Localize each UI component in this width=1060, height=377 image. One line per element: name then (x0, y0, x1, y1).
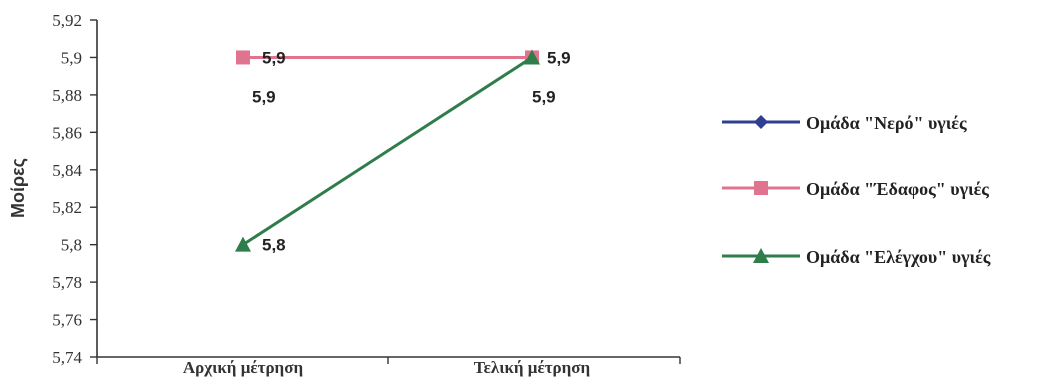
data-label: 5,9 (252, 87, 276, 106)
data-point (524, 49, 540, 65)
series-line (242, 56, 533, 246)
series-2 (235, 49, 540, 252)
y-tick-label: 5,92 (52, 11, 82, 30)
y-tick-label: 5,78 (52, 273, 82, 292)
y-tick-label: 5,82 (52, 198, 82, 217)
legend-label: Ομάδα "Νερό" υγιές (806, 113, 967, 133)
data-label: 5,9 (547, 48, 571, 67)
legend-item: Ομάδα "Ελέγχου" υγιές (722, 247, 991, 267)
y-tick-label: 5,88 (52, 86, 82, 105)
data-label: 5,8 (262, 236, 286, 255)
data-label: 5,9 (262, 48, 286, 67)
legend-item: Ομάδα "Νερό" υγιές (722, 113, 967, 133)
y-tick-label: 5,8 (61, 236, 82, 255)
y-tick-label: 5,9 (61, 48, 82, 67)
legend-label: Ομάδα "Ελέγχου" υγιές (806, 247, 991, 267)
y-tick-label: 5,76 (52, 311, 82, 330)
x-axis-ticks: Αρχική μέτρηση Τελική μέτρηση (96, 357, 681, 377)
y-tick-label: 5,84 (52, 161, 82, 180)
x-category-label: Τελική μέτρηση (474, 358, 590, 377)
legend: Ομάδα "Νερό" υγιές Ομάδα "Έδαφος" υγιές Ομ… (722, 113, 991, 267)
legend-label: Ομάδα "Έδαφος" υγιές (806, 179, 989, 199)
data-labels: 5,9 5,9 5,9 5,9 5,8 (252, 48, 571, 254)
legend-marker-icon (754, 181, 768, 195)
x-category-label: Αρχική μέτρηση (183, 358, 303, 377)
y-tick-label: 5,86 (52, 123, 82, 142)
legend-marker-icon (754, 115, 768, 129)
data-point (236, 50, 250, 65)
legend-marker-icon (753, 248, 769, 263)
legend-item: Ομάδα "Έδαφος" υγιές (722, 179, 989, 199)
data-point (235, 236, 251, 252)
series-lines (235, 49, 540, 252)
y-axis-label: Μοίρες (8, 158, 28, 218)
y-axis-ticks: 5,92 5,9 5,88 5,86 5,84 5,82 5,8 5,78 5,76 5,74 (52, 11, 97, 367)
data-label: 5,9 (532, 87, 556, 106)
y-tick-label: 5,74 (52, 348, 82, 367)
